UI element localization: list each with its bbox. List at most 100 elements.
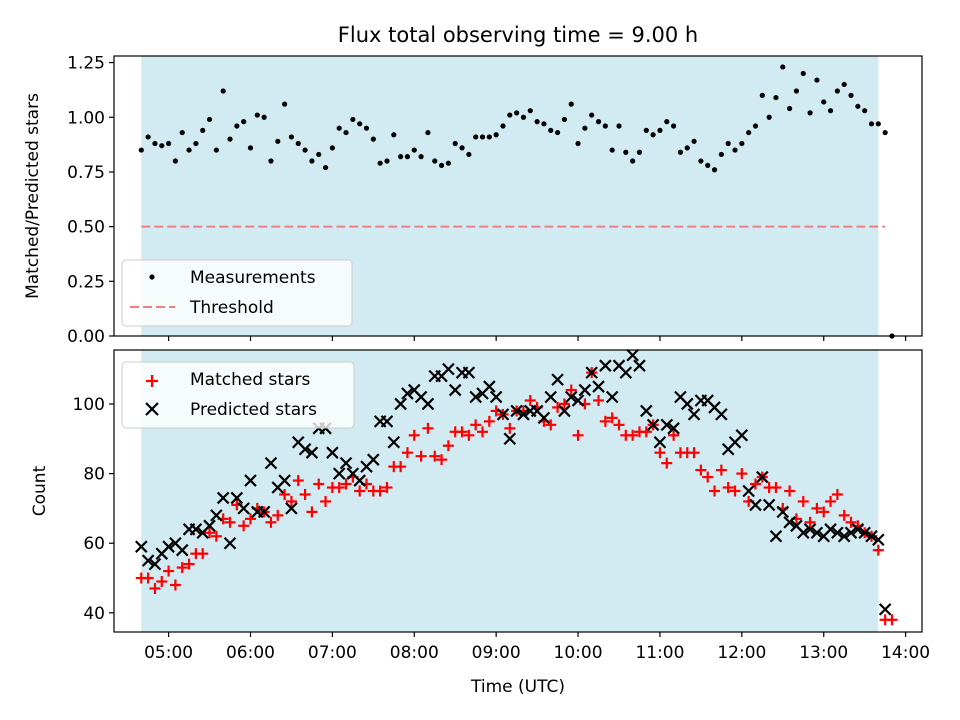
bottom-x-tick-label: 09:00 (472, 643, 521, 663)
measurement-point (575, 140, 581, 147)
matched-star-point (169, 579, 181, 591)
measurement-point (459, 145, 465, 151)
bottom-x-tick-label: 11:00 (635, 643, 684, 663)
predicted-star-point (810, 526, 824, 540)
matched-star-point (299, 488, 311, 500)
measurement-point (432, 158, 438, 164)
measurement-point (275, 138, 281, 144)
matched-star-point (784, 485, 796, 497)
matched-star-point (197, 548, 209, 560)
measurement-point (220, 88, 226, 94)
matched-star-point (238, 520, 250, 532)
measurement-point (493, 132, 499, 138)
measurement-point (398, 154, 404, 160)
measurement-point (827, 108, 834, 114)
measurement-point (282, 101, 288, 107)
top-y-tick-label: 0.25 (67, 272, 105, 292)
measurement-point (732, 147, 738, 153)
matched-star-point (818, 506, 830, 518)
measurement-point (698, 158, 704, 164)
matched-star-point (483, 415, 495, 427)
top-legend: Measurements Threshold (121, 259, 353, 327)
matched-star-point (436, 454, 448, 466)
measurement-point (670, 123, 677, 129)
measurement-point (684, 145, 690, 151)
top-y-tick-label: 0.50 (67, 218, 105, 238)
predicted-star-point (237, 502, 250, 515)
measurement-point (404, 154, 411, 160)
predicted-star-point (353, 474, 366, 487)
measurement-point (821, 99, 827, 105)
measurement-point (309, 158, 315, 164)
bottom-x-tick-label: 08:00 (390, 643, 439, 663)
matched-star-point (279, 488, 291, 500)
measurement-point (746, 129, 752, 136)
bottom-x-tick-label: 13:00 (799, 643, 848, 663)
bottom-x-tick-label: 14:00 (881, 643, 930, 663)
predicted-star-point (844, 526, 858, 540)
predicted-star-point (462, 366, 476, 379)
measurement-point (200, 127, 206, 133)
measurement-point (261, 114, 267, 120)
top-y-tick-label: 1.25 (67, 54, 105, 74)
matched-star-point (668, 429, 680, 441)
predicted-star-point (203, 519, 216, 533)
matched-star-point (320, 495, 332, 507)
predicted-star-point (756, 470, 769, 484)
chart-title: Flux total observing time = 9.00 h (338, 23, 698, 47)
predicted-star-point (510, 404, 523, 418)
measurement-point (759, 92, 765, 98)
matched-star-point (224, 516, 236, 528)
predicted-star-point (332, 467, 346, 480)
measurement-point (814, 77, 820, 83)
bottom-y-axis: 40 60 80 100 (73, 395, 114, 624)
measurement-point (254, 112, 260, 118)
matched-star-point (825, 495, 837, 507)
measurement-point (677, 149, 684, 155)
matched-star-point (156, 576, 168, 588)
predicted-star-point (216, 491, 230, 505)
predicted-star-point (865, 529, 878, 543)
measurement-point (787, 105, 793, 112)
predicted-star-point (387, 435, 401, 449)
predicted-star-point (687, 408, 701, 421)
predicted-star-point (257, 505, 271, 519)
predicted-star-point (496, 408, 510, 421)
matched-star-point (715, 464, 727, 476)
matched-star-point (770, 482, 782, 494)
predicted-star-point (339, 456, 353, 470)
predicted-star-point (742, 484, 755, 498)
predicted-star-point (223, 536, 237, 550)
predicted-star-point (380, 415, 394, 428)
measurement-point (336, 125, 342, 131)
predicted-star-point (796, 526, 810, 540)
predicted-star-point (640, 404, 653, 418)
predicted-star-point (585, 366, 598, 379)
predicted-star-point (749, 498, 762, 512)
measurement-point (268, 158, 274, 164)
top-y-tick-label: 1.00 (67, 108, 105, 128)
legend-predicted-label: Predicted stars (190, 400, 317, 420)
matched-star-point (729, 485, 741, 497)
predicted-star-point (872, 533, 885, 547)
predicted-star-point (653, 435, 667, 449)
predicted-star-point (503, 432, 517, 446)
predicted-star-point (210, 509, 223, 522)
matched-star-point (381, 482, 393, 494)
measurement-point (234, 123, 240, 129)
predicted-star-point (175, 543, 189, 557)
bottom-x-tick-label: 05:00 (144, 643, 193, 663)
measurement-point (411, 147, 417, 153)
measurement-point (800, 70, 806, 77)
bottom-y-tick-label: 60 (83, 534, 105, 554)
matched-star-point (313, 478, 325, 490)
predicted-star-point (551, 373, 564, 386)
measurement-point (350, 116, 356, 123)
measurement-point (152, 140, 158, 147)
measurement-point (541, 121, 547, 127)
matched-star-point (265, 516, 277, 528)
measurement-point (691, 138, 697, 144)
measurement-point (206, 116, 213, 123)
predicted-star-point (135, 540, 148, 553)
measurement-point (507, 112, 513, 118)
